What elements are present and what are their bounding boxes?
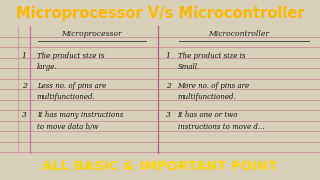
Text: ALL BASIC & IMPORTANT POINT: ALL BASIC & IMPORTANT POINT xyxy=(42,160,278,174)
Text: It has many instructions
to move data b/w: It has many instructions to move data b/… xyxy=(37,111,123,131)
Text: Microcontroller: Microcontroller xyxy=(208,30,269,38)
Text: Microprocessor: Microprocessor xyxy=(61,30,122,38)
Text: 2: 2 xyxy=(21,82,27,90)
Text: It has one or two
instructions to move d...: It has one or two instructions to move d… xyxy=(178,111,264,131)
Text: 1: 1 xyxy=(165,52,171,60)
Text: 3: 3 xyxy=(21,111,27,119)
Text: The product size is
Small.: The product size is Small. xyxy=(178,52,245,71)
Text: More no. of pins are
multifunctioned.: More no. of pins are multifunctioned. xyxy=(178,82,250,101)
Text: 1: 1 xyxy=(21,52,27,60)
Text: Microprocessor V/s Microcontroller: Microprocessor V/s Microcontroller xyxy=(16,6,304,21)
Text: 2: 2 xyxy=(165,82,171,90)
Text: 3: 3 xyxy=(165,111,171,119)
Text: The product size is
large.: The product size is large. xyxy=(37,52,104,71)
Text: Less no. of pins are
multifunctioned.: Less no. of pins are multifunctioned. xyxy=(37,82,106,101)
